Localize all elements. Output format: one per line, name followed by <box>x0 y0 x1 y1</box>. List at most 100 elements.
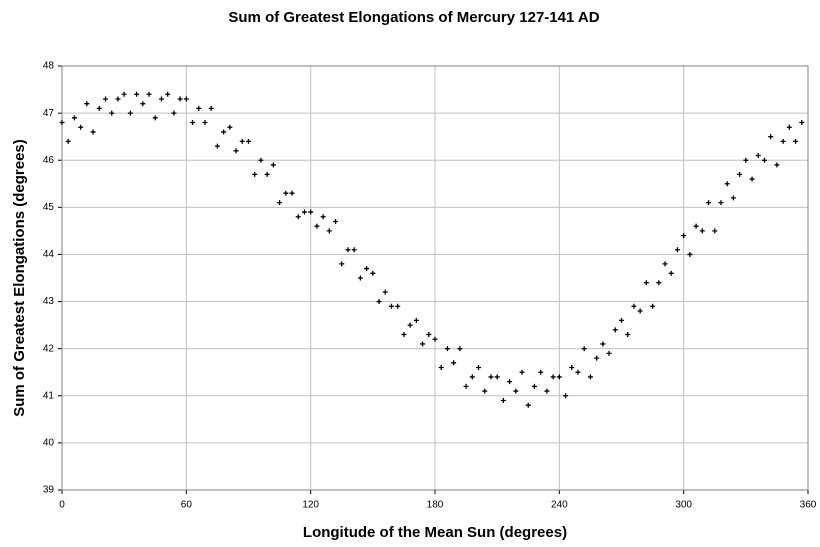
point <box>693 223 699 229</box>
point <box>569 365 575 371</box>
x-tick-label: 300 <box>675 500 692 511</box>
point <box>507 379 513 385</box>
point <box>103 96 109 102</box>
point <box>761 157 767 163</box>
point <box>432 336 438 342</box>
point <box>326 228 332 234</box>
point <box>619 317 624 323</box>
x-tick-label: 240 <box>551 500 568 511</box>
point <box>476 365 482 371</box>
point <box>730 195 736 201</box>
point <box>364 266 370 272</box>
point <box>687 251 693 257</box>
point <box>737 171 743 177</box>
point <box>563 393 569 399</box>
point <box>190 120 196 126</box>
point <box>227 124 233 130</box>
point <box>289 190 295 196</box>
point <box>127 110 133 116</box>
point <box>681 233 687 239</box>
point <box>314 223 320 229</box>
point <box>395 303 401 309</box>
point <box>339 261 345 267</box>
chart-title: Sum of Greatest Elongations of Mercury 1… <box>228 9 599 26</box>
point <box>544 388 550 394</box>
y-tick-label: 41 <box>43 390 55 401</box>
point <box>264 171 270 177</box>
x-tick-label: 360 <box>800 500 817 511</box>
point <box>345 247 351 253</box>
point <box>333 218 339 224</box>
point <box>413 317 419 323</box>
point <box>706 200 712 206</box>
point <box>283 190 289 196</box>
point <box>401 332 407 338</box>
x-axis-title: Longitude of the Mean Sun (degrees) <box>303 524 567 541</box>
x-tick-label: 0 <box>59 500 65 511</box>
point <box>538 369 544 375</box>
point <box>146 91 152 97</box>
point <box>196 105 202 111</box>
point <box>743 157 749 163</box>
point <box>109 110 115 116</box>
point <box>420 341 426 347</box>
y-tick-label: 45 <box>43 202 55 213</box>
point <box>376 299 382 305</box>
point <box>631 303 637 309</box>
y-tick-label: 46 <box>43 155 55 166</box>
point <box>295 214 301 220</box>
point <box>90 129 96 135</box>
point <box>625 332 631 338</box>
point <box>612 327 618 333</box>
point <box>463 383 469 389</box>
point <box>320 214 326 220</box>
point <box>755 153 761 159</box>
point <box>214 143 220 149</box>
point <box>668 270 674 276</box>
point <box>550 374 556 380</box>
point <box>494 374 500 380</box>
point <box>84 101 90 107</box>
point <box>308 209 314 215</box>
x-tick-label: 180 <box>427 500 444 511</box>
y-axis-title: Sum of Greatest Elongations (degrees) <box>11 139 28 417</box>
y-tick-label: 43 <box>43 296 55 307</box>
y-tick-label: 47 <box>43 108 55 119</box>
point <box>699 228 705 234</box>
point <box>594 355 600 361</box>
point <box>525 402 531 408</box>
point <box>59 120 65 126</box>
point <box>606 350 612 356</box>
point <box>662 261 668 267</box>
point <box>426 332 432 338</box>
point <box>469 374 475 380</box>
point <box>519 369 525 375</box>
point <box>208 105 214 111</box>
y-tick-label: 39 <box>43 485 55 496</box>
point <box>277 200 283 206</box>
point <box>581 346 587 352</box>
point <box>121 91 127 97</box>
point <box>643 280 649 286</box>
point <box>513 388 519 394</box>
point <box>531 383 537 389</box>
point <box>239 138 245 144</box>
point <box>270 162 276 168</box>
point <box>712 228 718 234</box>
point <box>351 247 357 253</box>
point <box>749 176 755 182</box>
point <box>382 289 388 295</box>
point <box>656 280 662 286</box>
point <box>183 96 189 102</box>
point <box>793 138 799 144</box>
point <box>246 138 251 144</box>
point <box>177 96 183 102</box>
point <box>370 270 376 276</box>
point <box>96 105 102 111</box>
point <box>556 374 562 380</box>
point <box>438 365 444 371</box>
point <box>637 308 643 314</box>
y-tick-label: 48 <box>43 61 55 72</box>
point <box>407 322 413 328</box>
